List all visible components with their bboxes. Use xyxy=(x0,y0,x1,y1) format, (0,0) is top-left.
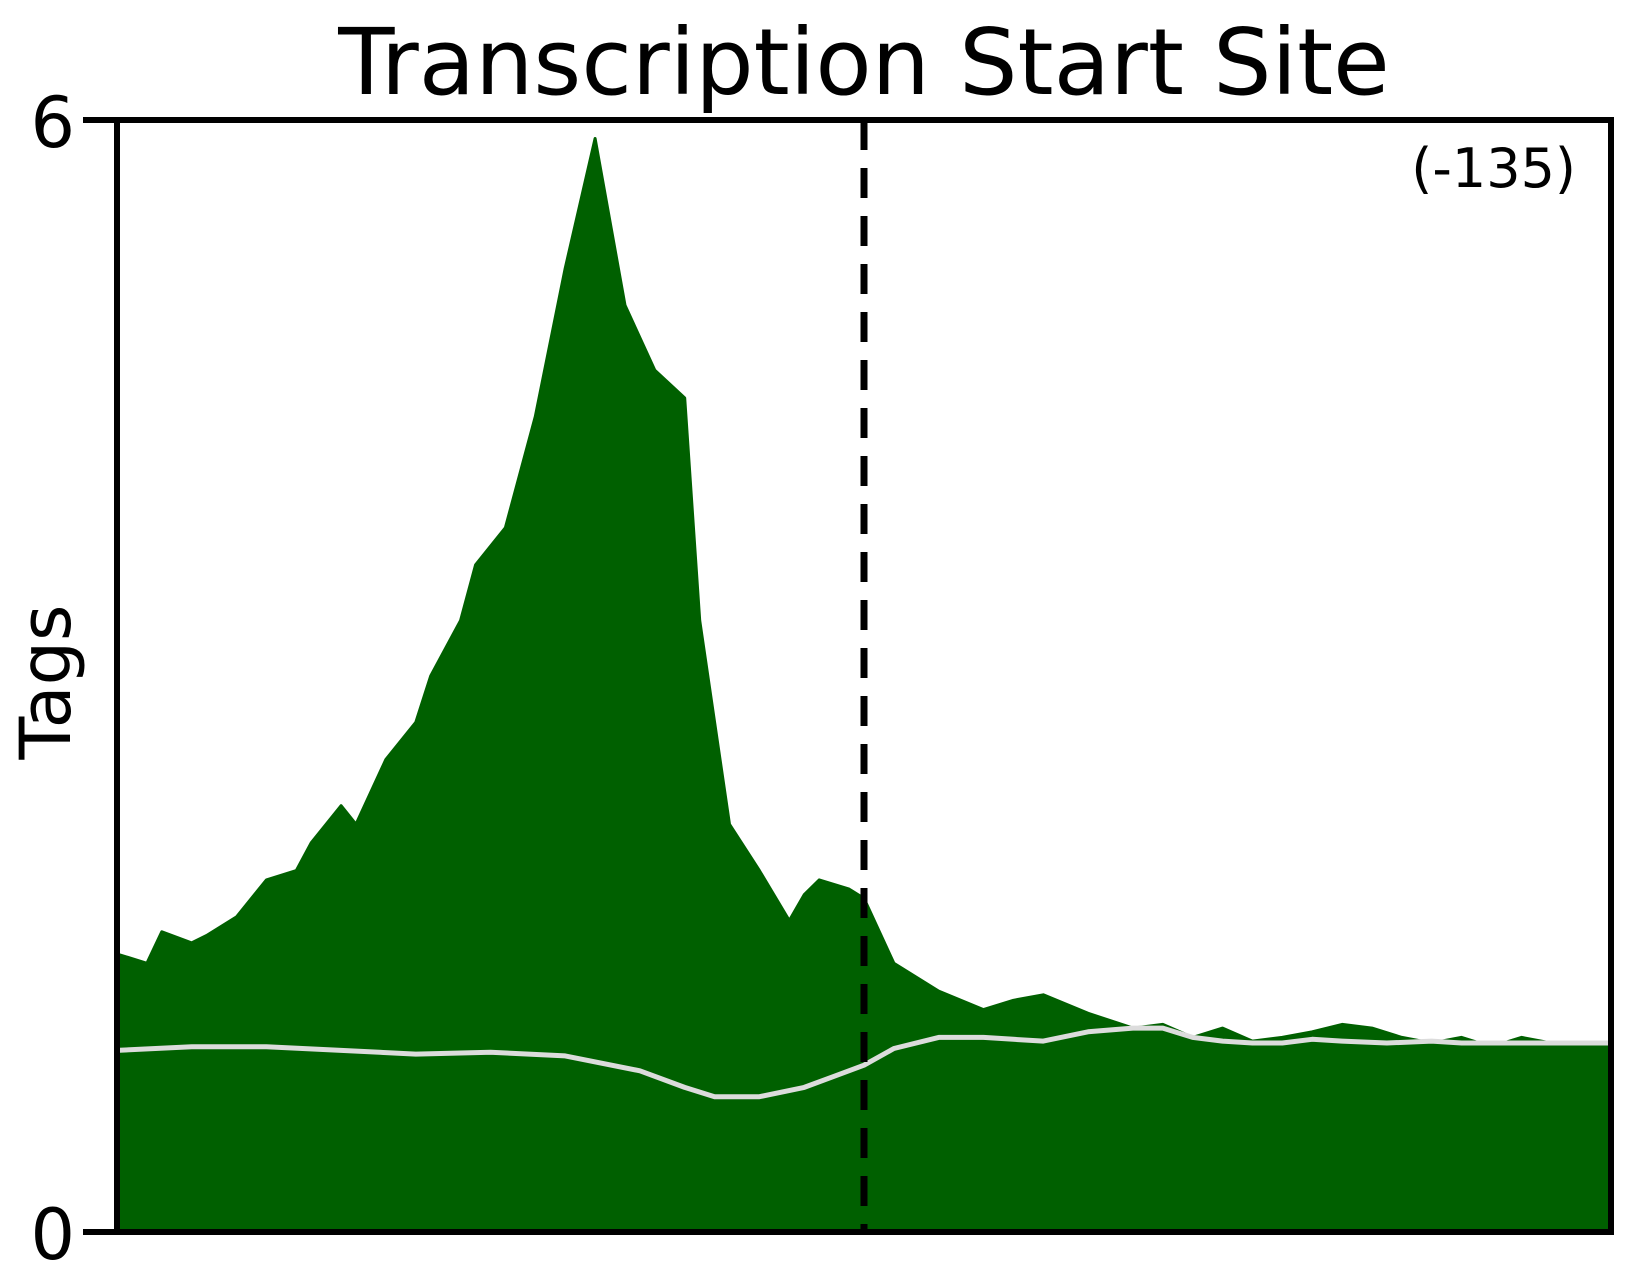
background-line xyxy=(116,1025,1611,1100)
signal-area xyxy=(115,137,1613,1234)
chart-title: Transcription Start Site xyxy=(337,9,1390,116)
y-tick-label: 6 xyxy=(30,82,75,164)
annotation-label: (-135) xyxy=(1411,137,1576,200)
plot-area xyxy=(83,117,1614,1235)
y-axis-label: Tags xyxy=(5,605,87,761)
y-tick-label: 0 xyxy=(30,1194,75,1276)
plot-frame xyxy=(114,117,1614,1235)
